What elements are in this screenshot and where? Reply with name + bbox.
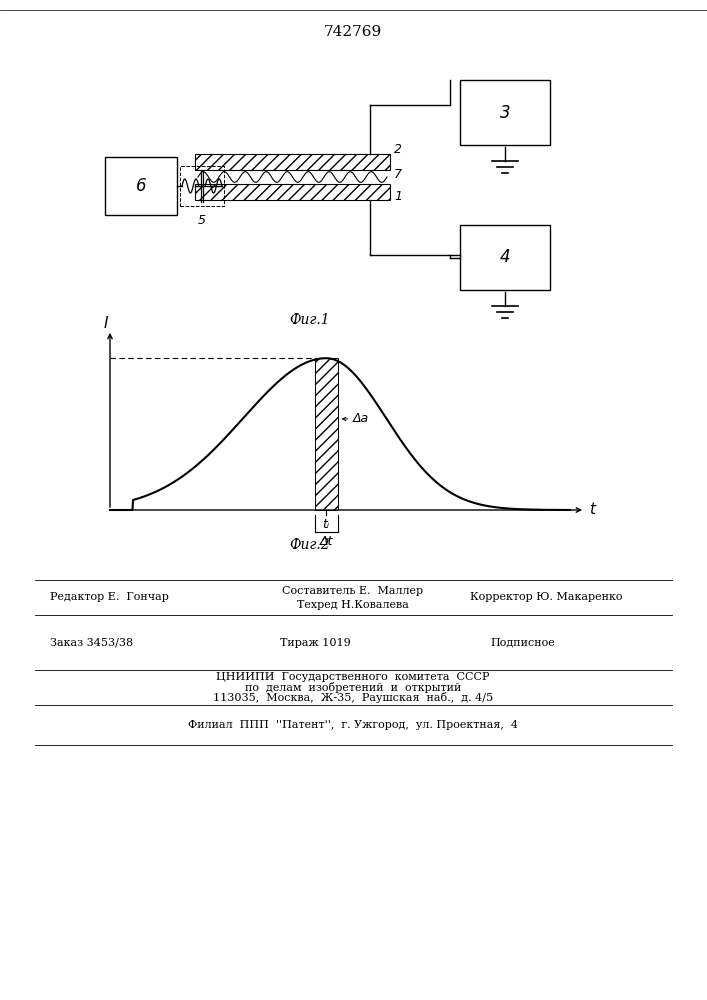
Text: 7: 7 (394, 168, 402, 182)
Text: Фиг.1: Фиг.1 (290, 313, 330, 327)
Text: t: t (589, 502, 595, 518)
Bar (460, 225, 550, 290)
Text: ЦНИИПИ  Государственного  комитета  СССР: ЦНИИПИ Государственного комитета СССР (216, 672, 490, 682)
Bar (315, 358, 338, 510)
Text: Филиал  ППП  ''Патент'',  г. Ужгород,  ул. Проектная,  4: Филиал ППП ''Патент'', г. Ужгород, ул. П… (188, 720, 518, 730)
Text: tᵢ: tᵢ (322, 518, 329, 531)
Text: 742769: 742769 (324, 25, 382, 39)
Text: по  делам  изобретений  и  открытий: по делам изобретений и открытий (245, 682, 461, 693)
Text: Редактор Е.  Гончар: Редактор Е. Гончар (50, 592, 169, 602)
Bar (105, 157, 177, 215)
Text: Тираж 1019: Тираж 1019 (280, 638, 351, 648)
Text: Корректор Ю. Макаренко: Корректор Ю. Макаренко (469, 592, 622, 602)
Text: 113035,  Москва,  Ж-35,  Раушская  наб.,  д. 4/5: 113035, Москва, Ж-35, Раушская наб., д. … (213, 692, 493, 703)
Text: 6: 6 (136, 177, 146, 195)
Text: 2: 2 (394, 143, 402, 156)
Bar (195, 154, 390, 170)
Text: 4: 4 (500, 248, 510, 266)
Text: Фиг.2: Фиг.2 (290, 538, 330, 552)
Text: Заказ 3453/38: Заказ 3453/38 (50, 638, 133, 648)
Text: Техред Н.Ковалева: Техред Н.Ковалева (297, 599, 409, 609)
Bar (180, 166, 224, 206)
Text: Подписное: Подписное (490, 638, 555, 648)
Text: 3: 3 (500, 104, 510, 121)
Bar (460, 80, 550, 145)
Text: Составитель Е.  Маллер: Составитель Е. Маллер (282, 585, 423, 595)
Bar (195, 184, 390, 200)
Text: 5: 5 (198, 214, 206, 227)
Text: Δt: Δt (320, 535, 333, 548)
Text: Δa: Δa (353, 412, 369, 425)
Text: I: I (104, 316, 108, 330)
Text: 1: 1 (394, 190, 402, 202)
